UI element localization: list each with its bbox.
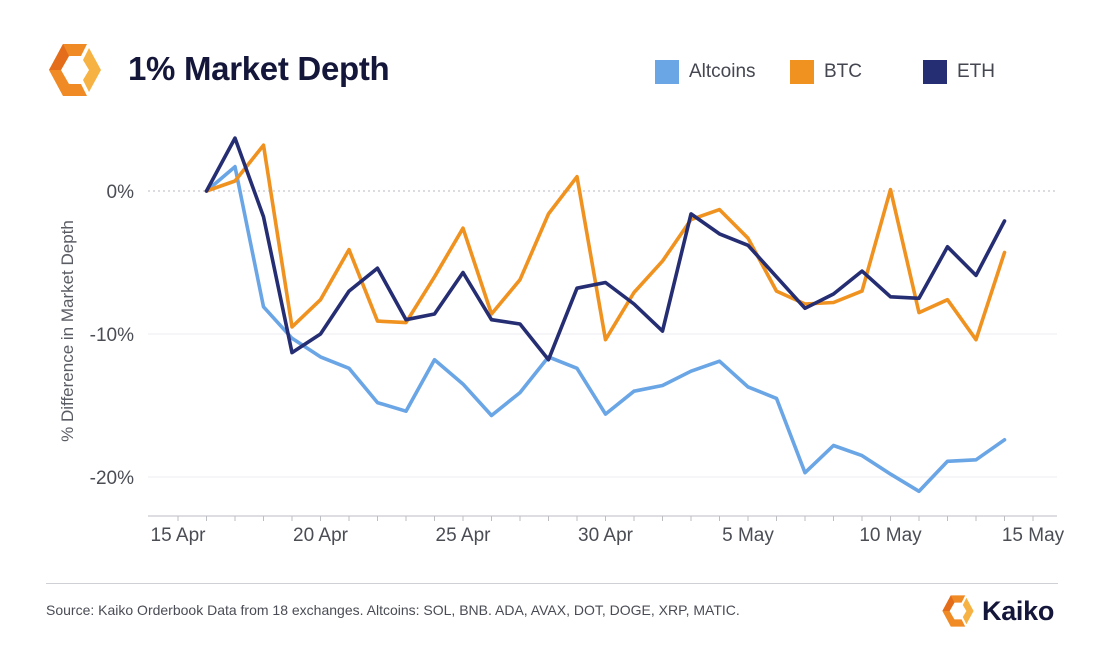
x-tick-label: 30 Apr [578,525,634,546]
kaiko-brand: Kaiko [940,594,1054,628]
source-note: Source: Kaiko Orderbook Data from 18 exc… [46,602,740,618]
y-axis-title: % Difference in Market Depth [58,220,77,442]
kaiko-wordmark: Kaiko [982,595,1055,626]
legend-item-eth: ETH [923,60,995,84]
series-line-eth [204,136,1007,362]
x-tick-label: 5 May [722,525,774,546]
y-tick-label: -10% [90,325,134,346]
legend-label-eth: ETH [957,61,995,82]
x-tick-label: 20 Apr [293,525,349,546]
legend-swatch-btc [790,60,814,84]
x-tick-label: 15 May [1002,525,1065,546]
y-tick-label: -20% [90,468,134,489]
series-line-altcoins [204,164,1007,494]
x-tick-label: 25 Apr [436,525,492,546]
x-tick-label: 10 May [859,525,922,546]
legend-label-btc: BTC [824,61,862,82]
kaiko-hexagon-icon [49,44,101,96]
kaiko-hexagon-icon [942,595,974,627]
x-tick-label: 15 Apr [151,525,207,546]
series-line-btc [204,143,1007,342]
line-chart: 0% -10% -20% 15 Apr 20 Apr 25 Apr 30 Apr 5 May 1… [58,136,1065,546]
legend-item-altcoins: Altcoins [655,60,756,84]
y-tick-label: 0% [107,182,135,203]
legend-swatch-altcoins [655,60,679,84]
legend-swatch-eth [923,60,947,84]
legend-label-altcoins: Altcoins [689,61,756,82]
legend-item-btc: BTC [790,60,862,84]
footer-divider [46,583,1058,584]
chart-header: 1% Market Depth Altcoins BTC ETH [0,0,1100,120]
chart-title: 1% Market Depth [128,50,390,87]
